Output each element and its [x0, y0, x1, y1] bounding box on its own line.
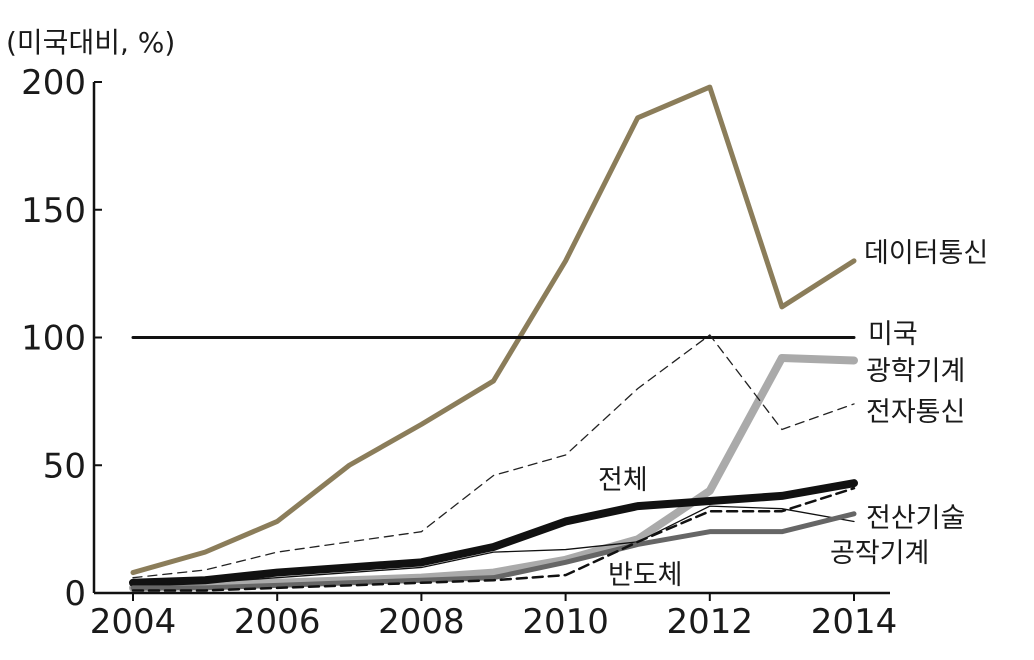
axes: 0 50 100 150 200 2004 2006 2008 2010 2012 2014: [21, 63, 897, 642]
y-tick-label: 200: [21, 63, 86, 103]
series-line-7: [130, 511, 857, 591]
x-tick-label: 2004: [90, 602, 177, 642]
series-label: 전산기술: [866, 503, 965, 534]
series-line-4: [132, 334, 855, 579]
series-line-3: [129, 353, 858, 592]
unit-label: (미국대비, %): [6, 26, 175, 59]
series-line-6: [132, 505, 855, 586]
y-tick-label: 50: [43, 446, 86, 486]
x-tick-label: 2010: [522, 602, 609, 642]
series-lines: [129, 84, 858, 592]
series-label: 데이터통신: [864, 238, 988, 269]
y-tick-label: 100: [21, 319, 86, 359]
series-label: 전자통신: [866, 397, 965, 428]
x-tick-label: 2008: [378, 602, 465, 642]
series-label: 전체: [598, 465, 648, 496]
y-tick-label: 150: [21, 191, 86, 231]
series-line-1: [130, 84, 857, 576]
series-line-8: [131, 486, 856, 592]
x-tick-label: 2014: [811, 602, 898, 642]
series-label: 반도체: [608, 560, 683, 591]
x-tick-label: 2006: [234, 602, 321, 642]
series-label: 광학기계: [866, 356, 965, 387]
series-line-5: [129, 479, 858, 587]
y-tick-label: 0: [64, 574, 86, 614]
series-label: 공작기계: [830, 538, 929, 569]
x-tick-label: 2012: [667, 602, 754, 642]
series-label: 미국: [868, 319, 918, 350]
